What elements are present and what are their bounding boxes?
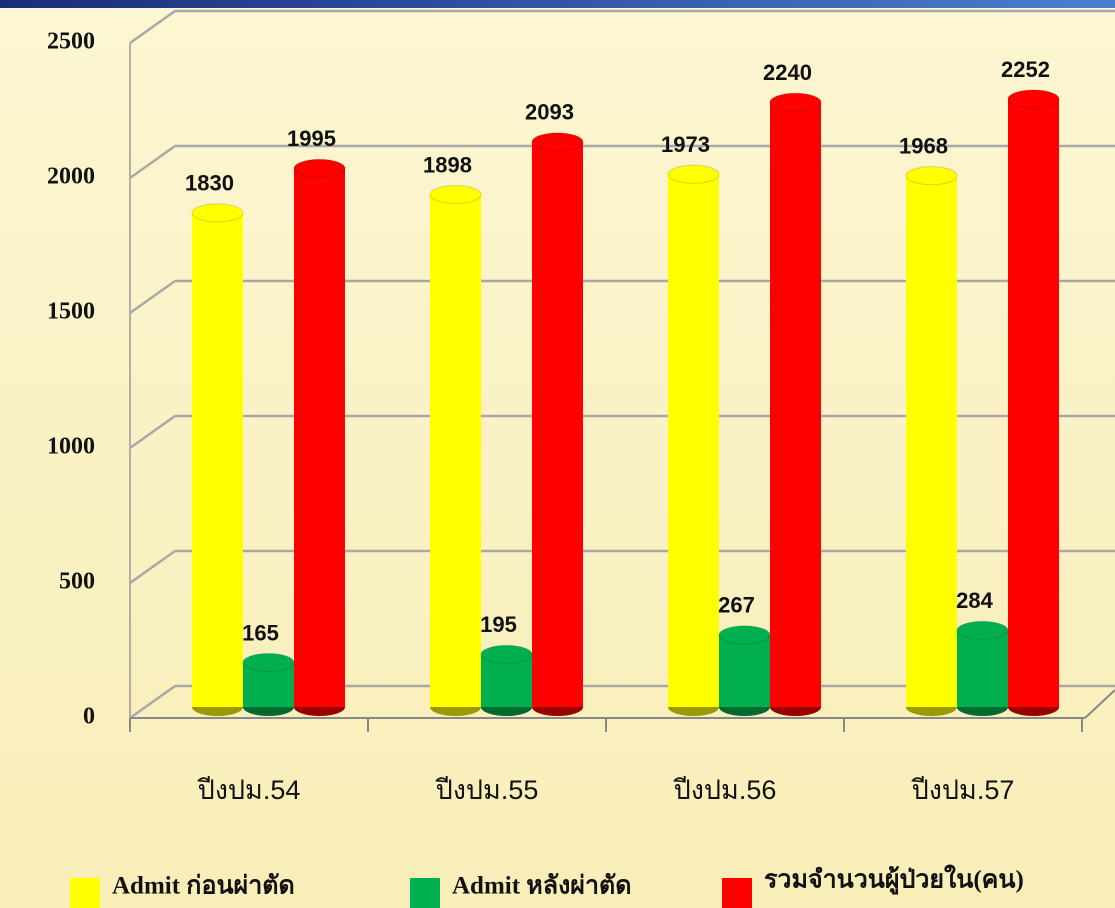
value-label: 2093: [525, 100, 574, 125]
x-axis: [1084, 689, 1115, 719]
legend-label: รวมจำนวนผู้ป่วยใน(คน): [764, 864, 1024, 896]
x-tick-label: ปีงปม.57: [911, 775, 1014, 805]
cylinder-top: [905, 166, 958, 186]
cylinder-top: [191, 203, 244, 223]
cylinder: [769, 92, 822, 716]
cylinder-top: [667, 164, 720, 184]
cylinder-top: [956, 620, 1009, 640]
value-label: 1898: [423, 152, 472, 177]
bar-shade: [532, 141, 583, 707]
value-label: 2252: [1001, 57, 1050, 82]
grid-line: [129, 414, 176, 450]
value-label: 1830: [185, 171, 234, 196]
value-label: 284: [956, 588, 993, 613]
cylinder-top: [1007, 89, 1060, 109]
bar-shade: [770, 102, 821, 707]
legend-label: Admit หลังผ่าตัด: [452, 873, 631, 900]
value-label: 1973: [661, 132, 710, 157]
y-tick-label: 1500: [47, 299, 95, 325]
bar-shade: [957, 630, 1008, 707]
y-tick-label: 2500: [47, 29, 95, 55]
cylinder-top: [480, 644, 533, 664]
legend-swatch: [70, 878, 100, 908]
bar-shade: [668, 174, 719, 708]
x-tick-label: ปีงปม.55: [435, 775, 538, 805]
value-label: 195: [480, 612, 517, 637]
y-tick-label: 500: [59, 569, 95, 595]
grid-line: [129, 684, 176, 720]
cylinder-top: [769, 92, 822, 112]
cylinder-top: [293, 158, 346, 178]
bar-shade: [1008, 98, 1059, 707]
cylinder: [531, 132, 584, 716]
cylinder: [191, 203, 244, 716]
y-tick-label: 2000: [47, 164, 95, 190]
cylinder: [429, 185, 482, 716]
top-band: [0, 0, 1115, 8]
value-label: 2240: [763, 60, 812, 85]
grid-line: [129, 144, 176, 180]
grid-line: [129, 279, 176, 315]
y-tick-label: 0: [83, 704, 95, 730]
cylinder: [1007, 89, 1060, 716]
bar-shade: [192, 212, 243, 707]
cylinder: [667, 164, 720, 716]
bar-shade: [719, 634, 770, 707]
cylinder-top: [242, 652, 295, 672]
grid-line: [129, 9, 176, 45]
grid-line: [129, 549, 176, 585]
value-label: 267: [718, 593, 755, 618]
cylinder: [718, 625, 771, 716]
bar-shade: [430, 194, 481, 708]
cylinder: [242, 652, 295, 716]
x-tick-label: ปีงปม.56: [673, 775, 776, 805]
legend-label: Admit ก่อนผ่าตัด: [112, 873, 295, 900]
y-tick-label: 1000: [47, 434, 95, 460]
cylinder: [956, 620, 1009, 716]
value-label: 1995: [287, 126, 336, 151]
cylinder: [480, 644, 533, 716]
cylinder: [293, 158, 346, 716]
cylinder-top: [429, 185, 482, 205]
legend-swatch: [722, 878, 752, 908]
value-label: 1968: [899, 133, 948, 158]
bar-shade: [294, 168, 345, 708]
value-label: 165: [242, 620, 279, 645]
cylinder: [905, 166, 958, 716]
cylinder-top: [531, 132, 584, 152]
x-tick-label: ปีงปม.54: [197, 775, 300, 805]
cylinder-top: [718, 625, 771, 645]
bar-shade: [906, 175, 957, 707]
legend-swatch: [410, 878, 440, 908]
